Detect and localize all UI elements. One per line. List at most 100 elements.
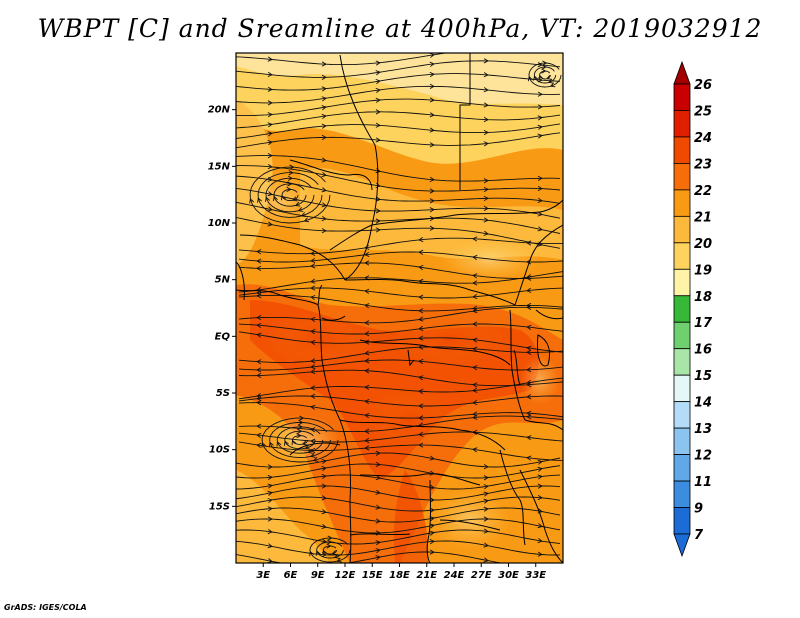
stream-arrow [310,285,316,291]
stream-arrow [472,346,478,352]
stream-arrow [267,506,273,512]
stream-arrow [375,137,381,143]
colorbar-box [673,136,691,164]
stream-arrow [537,466,543,472]
stream-arrow [429,97,435,103]
stream-arrow [267,164,273,170]
stream-arrow [526,410,532,416]
stream-arrow [538,74,544,81]
stream-arrow [321,74,327,80]
streamline [238,377,563,400]
stream-arrow [526,381,532,388]
colorbar-label: 26 [694,78,712,93]
streamline [238,441,563,461]
stream-arrow [375,218,381,224]
streamline [257,172,323,218]
stream-arrow [533,75,539,81]
stream-arrow [375,518,381,524]
stream-arrow [526,367,532,373]
streamline [236,155,561,182]
stream-arrow [321,187,327,193]
streamline [238,294,563,312]
stream-arrow [483,491,489,497]
stream-arrow [297,424,303,430]
stream-arrow [256,423,262,429]
colorbar-label: 24 [694,131,712,146]
stream-arrow [256,322,262,329]
stream-arrow [364,368,370,374]
stream-arrow [483,557,489,563]
stream-arrow [483,195,489,202]
stream-arrow [483,230,489,236]
colorbar-label: 7 [694,528,704,543]
stream-arrow [310,258,316,264]
stream-arrow [286,186,292,193]
stream-arrow [267,122,273,128]
stream-arrow [429,484,435,490]
stream-arrow [267,528,273,535]
stream-arrow [321,458,327,465]
streamline [276,426,324,454]
stream-arrow [526,302,532,309]
stream-arrow [364,251,370,257]
streamline [238,262,563,279]
stream-arrow [326,539,333,545]
stream-arrow [364,288,370,294]
colorbar-box [673,427,691,455]
lon-tick-label: 3E [256,570,270,581]
stream-arrow [267,71,273,77]
stream-arrow [429,530,435,536]
stream-arrow [297,428,303,434]
stream-arrow [375,489,381,495]
stream-arrow [429,61,435,67]
stream-arrow [429,127,435,133]
stream-arrow [537,211,543,217]
stream-arrow [267,100,273,106]
stream-arrow [375,196,381,202]
stream-arrow [333,553,340,559]
colorbar-box [673,242,691,270]
streamline [238,346,563,363]
stream-arrow [256,258,262,264]
stream-arrow [429,523,435,529]
stream-arrow [483,178,489,184]
stream-arrow [267,516,273,522]
stream-arrow [472,387,478,393]
streamline [236,201,561,234]
stream-arrow [541,68,547,74]
lon-tick-label: 18E [389,570,410,581]
stream-arrow [483,186,489,193]
colorbar-box [673,401,691,429]
lon-tick-label: 30E [498,570,519,581]
stream-arrow [483,58,489,64]
stream-arrow [267,206,273,212]
colorbar-label: 9 [694,502,703,517]
stream-arrow [364,303,370,309]
streamline [236,216,561,249]
stream-arrow [256,432,262,438]
colorbar: 26 25 24 23 22 21 20 19 18 17 16 15 14 13 12 11 9 7 [673,60,713,558]
streamline [238,287,563,299]
stream-arrow [472,305,478,311]
stream-arrow [267,131,273,137]
stream-arrow [526,324,532,330]
colorbar-box [673,348,691,376]
streamline [238,415,563,433]
stream-arrow [291,439,297,446]
stream-arrow [276,441,282,447]
stream-arrow [267,497,273,504]
colorbar-box [673,374,691,403]
stream-arrow [256,372,262,379]
lon-tick-label: 24E [444,570,465,581]
stream-arrow [418,375,424,381]
colorbar-label: 14 [694,396,712,411]
stream-arrow [472,382,478,388]
streamline [236,551,504,563]
stream-arrow [321,86,327,92]
colorbar-box [673,268,691,297]
colorbar-box [673,189,691,217]
stream-arrow [375,109,381,115]
streamline [261,417,339,463]
stream-arrow [310,329,316,335]
stream-arrow [310,452,316,458]
